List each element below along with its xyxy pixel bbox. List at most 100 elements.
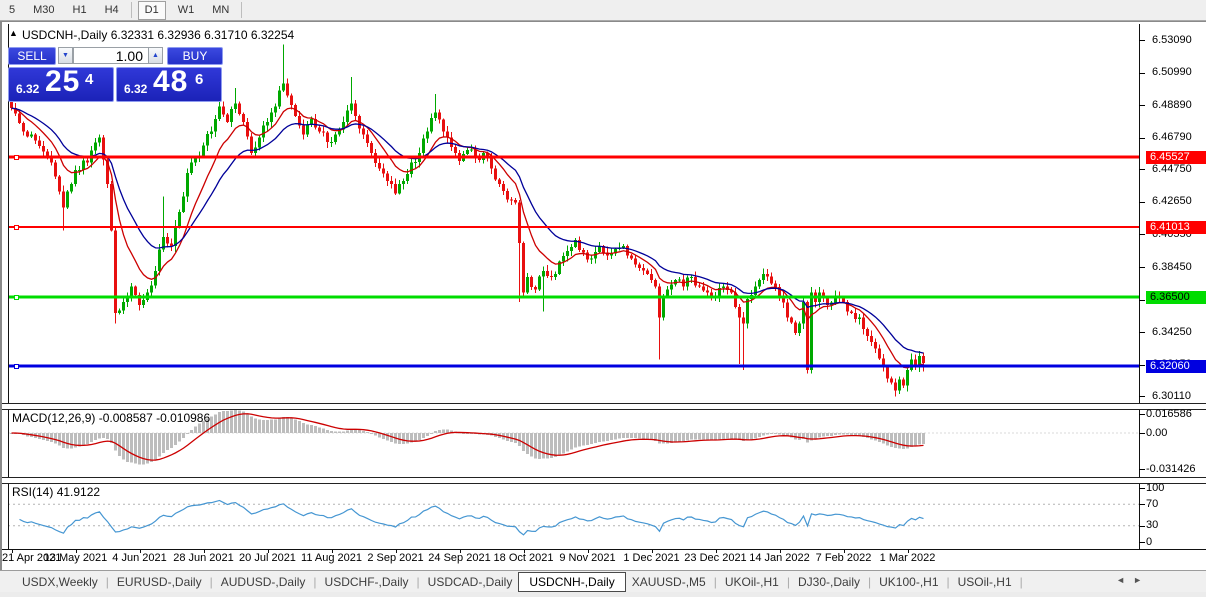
date-axis-tick — [395, 549, 397, 553]
chart-window-background[interactable] — [0, 21, 1206, 570]
macd-axis-label: 0.016586 — [1146, 407, 1192, 420]
symbol-tab-usdchf-daily[interactable]: USDCHF-,Daily — [324, 574, 409, 589]
volume-input[interactable] — [73, 47, 149, 64]
price-marker-6.32060: 6.32060 — [1146, 360, 1206, 373]
rsi-panel-splitter[interactable] — [2, 477, 1206, 484]
timeframe-button-d1[interactable]: D1 — [137, 0, 166, 20]
buy-button[interactable]: BUY — [167, 47, 223, 65]
price-marker-6.41013: 6.41013 — [1146, 221, 1206, 234]
date-axis-label: 9 Nov 2021 — [559, 552, 616, 564]
timeframe-button-m30[interactable]: M30 — [33, 3, 55, 16]
date-axis-label: 24 Sep 2021 — [428, 552, 491, 564]
price-axis-tick — [1139, 364, 1145, 366]
macd-axis-tick — [1139, 414, 1145, 415]
price-axis-label: 6.30110 — [1152, 389, 1191, 402]
toolbar-separator — [130, 2, 132, 18]
buy-price-button[interactable]: 6.32 48 6 — [116, 65, 222, 102]
date-axis-tick — [523, 549, 525, 553]
timeframe-button-h4[interactable]: H4 — [104, 3, 119, 16]
price-axis-column — [1140, 24, 1206, 549]
line-handle[interactable] — [14, 225, 19, 230]
macd-indicator-label: MACD(12,26,9) -0.008587 -0.010986 — [12, 411, 210, 425]
macd-axis-tick — [1139, 433, 1145, 434]
buy-price-big-digits: 48 — [153, 65, 189, 98]
price-axis-tick — [1139, 169, 1145, 171]
price-axis-label: 6.34250 — [1152, 325, 1192, 338]
toolbar-separator — [241, 2, 243, 18]
chart-ohlc-readout: 6.32331 6.32936 6.31710 6.32254 — [110, 28, 295, 42]
price-axis-line — [1139, 24, 1140, 549]
volume-decrease-button[interactable]: ▼ — [58, 47, 73, 64]
date-axis-tick — [779, 549, 781, 553]
chart-window-left-border — [0, 21, 2, 570]
symbol-tab-audusd-daily[interactable]: AUDUSD-,Daily — [220, 574, 306, 589]
price-axis-tick — [1139, 332, 1145, 334]
tab-separator: | — [786, 574, 790, 589]
volume-increase-button[interactable]: ▲ — [148, 47, 163, 64]
macd-axis-label: -0.031426 — [1146, 462, 1196, 475]
symbol-tab-xauusd-m5[interactable]: XAUUSD-,M5 — [631, 574, 706, 589]
sell-price-prefix: 6.32 — [16, 82, 40, 96]
line-handle[interactable] — [14, 155, 19, 160]
chart-window-top-border — [0, 21, 1206, 22]
price-axis-tick — [1139, 396, 1145, 398]
date-axis-tick — [139, 549, 141, 553]
sell-button[interactable]: SELL — [8, 47, 56, 65]
timeframe-button-mn[interactable]: MN — [212, 3, 230, 16]
macd-axis-label: 0.00 — [1146, 426, 1168, 439]
macd-panel-splitter[interactable] — [2, 403, 1206, 410]
price-axis-label: 6.38450 — [1152, 260, 1192, 273]
symbol-tab-uk100-h1[interactable]: UK100-,H1 — [879, 574, 939, 589]
macd-name: MACD(12,26,9) — [12, 411, 96, 425]
date-axis-label: 4 Jun 2021 — [112, 552, 167, 564]
rsi-axis-label: 0 — [1146, 535, 1153, 548]
rsi-axis-tick — [1139, 504, 1145, 506]
date-axis-tick — [203, 549, 205, 553]
sell-price-big-digits: 25 — [45, 65, 81, 98]
date-axis-label: 13 May 2021 — [43, 552, 108, 564]
symbol-tab-dj30-daily[interactable]: DJ30-,Daily — [797, 574, 860, 589]
date-axis-tick — [267, 549, 269, 553]
date-axis-label: 1 Mar 2022 — [879, 552, 936, 564]
line-handle[interactable] — [14, 295, 19, 300]
date-axis-label: 18 Oct 2021 — [493, 552, 554, 564]
line-handle[interactable] — [14, 364, 19, 369]
plot-bottom-frame — [2, 549, 1206, 550]
symbol-tab-bar: USDX,Weekly | EURUSD-,Daily | AUDUSD-,Daily |… — [0, 570, 1206, 592]
tab-scroll-left-icon[interactable]: ◄ — [1116, 575, 1134, 585]
date-axis-tick — [843, 549, 845, 553]
trade-panel-toggle-icon[interactable]: ▲ — [9, 28, 18, 38]
date-axis-label: 28 Jun 2021 — [173, 552, 234, 564]
tab-scroll-right-icon[interactable]: ► — [1133, 575, 1150, 585]
plot-left-frame — [8, 24, 9, 549]
price-axis-label: 6.46790 — [1152, 131, 1192, 144]
price-axis-label: 6.53090 — [1152, 33, 1192, 46]
symbol-tab-usdcad-daily[interactable]: USDCAD-,Daily — [427, 574, 513, 589]
date-axis-label: 11 Aug 2021 — [301, 552, 362, 564]
price-axis-tick — [1139, 40, 1145, 41]
price-axis-label: 6.48890 — [1152, 98, 1192, 111]
timeframe-button-5[interactable]: 5 — [9, 3, 16, 16]
rsi-indicator-label: RSI(14) 41.9122 — [12, 485, 100, 499]
symbol-tab-usoil-h1[interactable]: USOil-,H1 — [957, 574, 1012, 589]
rsi-axis-label: 30 — [1146, 519, 1159, 532]
symbol-tab-eurusd-daily[interactable]: EURUSD-,Daily — [116, 574, 202, 589]
price-axis-label: 6.50990 — [1152, 66, 1192, 79]
rsi-axis-label: 70 — [1146, 497, 1159, 510]
rsi-axis-tick — [1139, 525, 1145, 527]
macd-axis-tick — [1139, 469, 1145, 470]
date-axis-tick — [11, 549, 13, 553]
tab-separator: | — [105, 574, 109, 589]
buy-price-superscript: 6 — [195, 71, 204, 88]
timeframe-button-w1[interactable]: W1 — [177, 3, 195, 16]
symbol-tab-ukoil-h1[interactable]: UKOil-,H1 — [724, 574, 779, 589]
symbol-tab-usdx-weekly[interactable]: USDX,Weekly — [22, 574, 98, 589]
price-axis-tick — [1139, 201, 1145, 203]
date-axis-tick — [715, 549, 717, 553]
price-marker-6.45527: 6.45527 — [1146, 151, 1206, 164]
symbol-tab-usdcnh-daily[interactable]: USDCNH-,Daily — [518, 571, 626, 592]
timeframe-button-h1[interactable]: H1 — [72, 3, 87, 16]
date-axis-tick — [459, 549, 461, 553]
sell-price-button[interactable]: 6.32 25 4 — [8, 65, 114, 102]
